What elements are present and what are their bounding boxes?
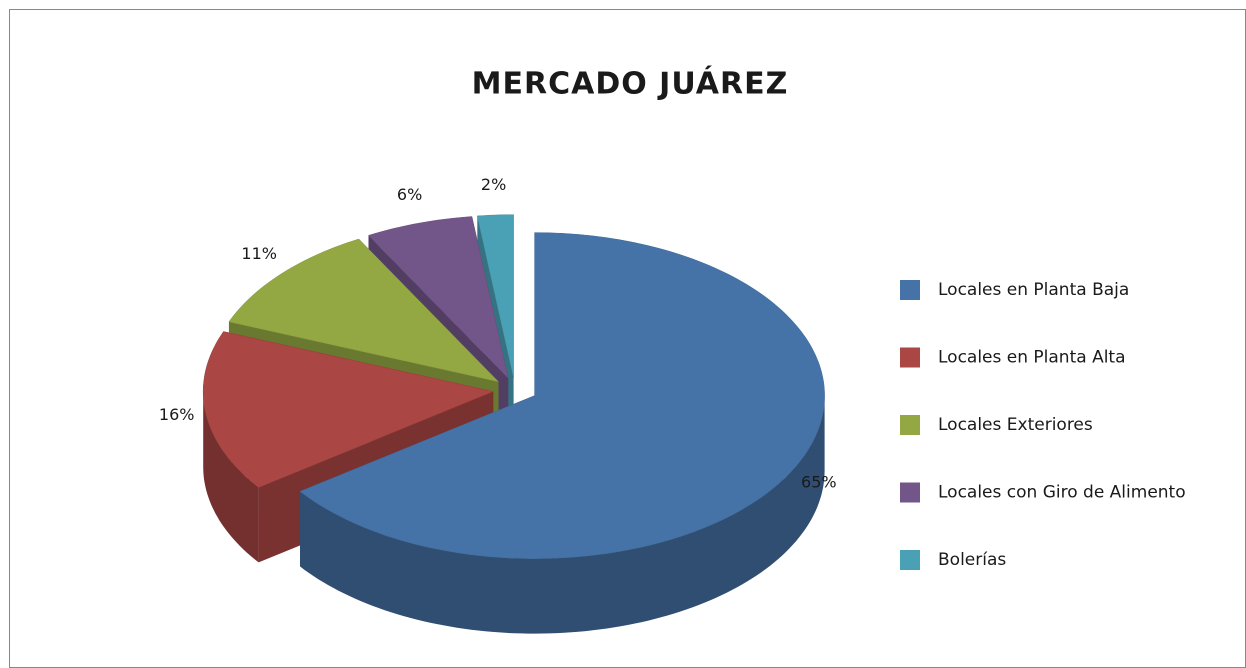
slice — [228, 238, 500, 383]
data-label: 6% — [397, 185, 422, 204]
legend-swatch — [900, 280, 920, 300]
legend-label: Locales en Planta Baja — [938, 280, 1129, 300]
data-label: 2% — [481, 175, 506, 194]
data-label: 11% — [241, 244, 277, 263]
slice-side — [203, 391, 259, 563]
legend-swatch — [900, 347, 920, 368]
chart-title: MERCADO JUÁREZ — [472, 66, 789, 102]
legend-swatch — [900, 550, 920, 570]
data-label: 16% — [159, 405, 195, 424]
legend-label: Bolerías — [938, 550, 1006, 570]
slice — [202, 331, 495, 488]
legend-label: Locales en Planta Alta — [938, 348, 1126, 368]
slice — [476, 214, 514, 378]
slice — [299, 232, 825, 559]
legend-swatch — [900, 415, 920, 435]
slice — [368, 216, 509, 380]
legend-label: Locales con Giro de Alimento — [938, 483, 1186, 503]
legend-label: Locales Exteriores — [938, 415, 1093, 435]
slice-side — [300, 395, 825, 634]
legend-swatch — [900, 482, 920, 503]
data-label: 65% — [801, 472, 837, 491]
